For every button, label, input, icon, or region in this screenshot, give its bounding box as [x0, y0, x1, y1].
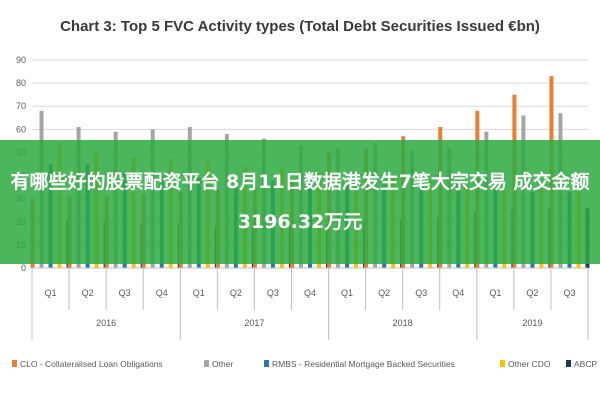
x-tick-label: Q2	[526, 288, 538, 298]
legend-label: Other	[212, 359, 233, 369]
y-tick-label: 90	[16, 55, 26, 65]
x-tick-label: Q1	[341, 288, 353, 298]
x-tick-label: Q3	[119, 288, 131, 298]
chart-title: Chart 3: Top 5 FVC Activity types (Total…	[60, 18, 540, 35]
legend-swatch	[500, 360, 505, 367]
x-tick-label: Q4	[156, 288, 168, 298]
x-tick-label: Q2	[230, 288, 242, 298]
y-tick-label: 70	[16, 101, 26, 111]
x-tick-label: Q3	[415, 288, 427, 298]
x-group-label: 2018	[393, 318, 413, 328]
legend-label: RMBS - Residential Mortgage Backed Secur…	[272, 359, 455, 369]
legend-swatch	[204, 360, 209, 367]
x-tick-label: Q3	[563, 288, 575, 298]
legend-label: Other CDO	[508, 359, 551, 369]
legend-label: ABCP	[574, 359, 597, 369]
legend-label: CLO - Collateralised Loan Obligations	[20, 359, 163, 369]
legend-swatch	[566, 360, 571, 367]
x-group-label: 2016	[96, 318, 116, 328]
x-tick-label: Q1	[489, 288, 501, 298]
overlay-banner-text: 有哪些好的股票配资平台 8月11日数据港发生7笔大宗交易 成交金额3196.32…	[10, 171, 590, 233]
y-tick-label: 60	[16, 124, 26, 134]
x-tick-label: Q1	[45, 288, 57, 298]
x-tick-label: Q4	[304, 288, 316, 298]
overlay-banner: 有哪些好的股票配资平台 8月11日数据港发生7笔大宗交易 成交金额3196.32…	[0, 140, 600, 264]
x-group-label: 2017	[244, 318, 264, 328]
legend-swatch	[264, 360, 269, 367]
x-group-label: 2019	[522, 318, 542, 328]
x-tick-label: Q3	[267, 288, 279, 298]
y-tick-label: 0	[21, 263, 26, 273]
x-tick-label: Q1	[193, 288, 205, 298]
y-tick-label: 80	[16, 78, 26, 88]
x-tick-label: Q4	[452, 288, 464, 298]
legend-swatch	[12, 360, 17, 367]
x-tick-label: Q2	[378, 288, 390, 298]
x-tick-label: Q2	[82, 288, 94, 298]
